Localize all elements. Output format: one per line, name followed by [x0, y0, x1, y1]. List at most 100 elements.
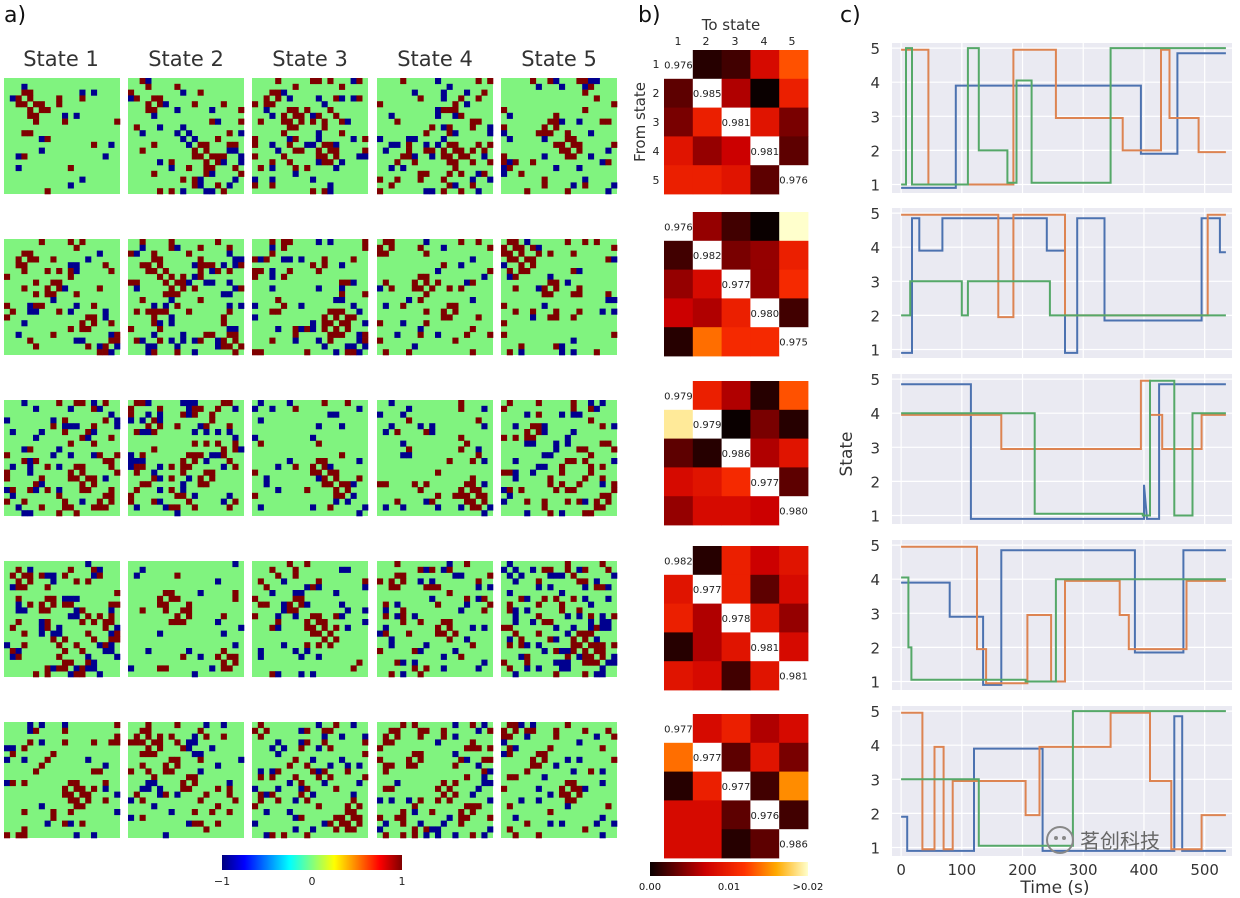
positive-connection-cell [157, 101, 164, 108]
positive-connection-cell [191, 101, 198, 108]
transition-cell [779, 381, 809, 411]
positive-connection-cell [541, 285, 548, 292]
positive-connection-cell [157, 308, 164, 315]
positive-connection-cell [209, 118, 216, 125]
positive-connection-cell [423, 481, 430, 488]
positive-connection-cell [518, 244, 525, 251]
positive-connection-cell [524, 256, 531, 263]
negative-connection-cell [252, 405, 259, 412]
positive-connection-cell [50, 331, 57, 338]
positive-connection-cell [292, 326, 299, 333]
positive-connection-cell [377, 648, 384, 655]
positive-connection-cell [33, 481, 40, 488]
y-tick-label: 2 [870, 805, 880, 823]
negative-connection-cell [339, 297, 346, 304]
positive-connection-cell [469, 487, 476, 494]
negative-connection-cell [157, 159, 164, 166]
transition-cell [779, 298, 809, 328]
negative-connection-cell [108, 331, 115, 338]
positive-connection-cell [151, 498, 158, 505]
positive-connection-cell [333, 636, 340, 643]
negative-connection-cell [350, 279, 357, 286]
negative-connection-cell [174, 791, 181, 798]
negative-connection-cell [15, 331, 22, 338]
transition-cell [692, 50, 722, 80]
positive-connection-cell [21, 630, 28, 637]
positive-connection-cell [394, 727, 401, 734]
positive-connection-cell [102, 797, 109, 804]
positive-connection-cell [524, 268, 531, 275]
positive-connection-cell [197, 797, 204, 804]
positive-connection-cell [79, 820, 86, 827]
negative-connection-cell [435, 739, 442, 746]
negative-connection-cell [377, 411, 384, 418]
positive-connection-cell [506, 165, 513, 172]
negative-connection-cell [530, 314, 537, 321]
negative-connection-cell [209, 745, 216, 752]
positive-connection-cell [197, 244, 204, 251]
positive-connection-cell [469, 118, 476, 125]
panel-c-ylabel: State [837, 432, 857, 477]
positive-connection-cell [85, 613, 92, 620]
transition-cell [750, 78, 780, 108]
positive-connection-cell [535, 400, 542, 407]
diagonal-cell [779, 327, 809, 357]
positive-connection-cell [541, 595, 548, 602]
transition-cell [721, 574, 751, 604]
panel-b-x-ticks: 1 2 3 4 5 [675, 35, 796, 48]
transition-cell [664, 165, 694, 195]
transition-cell [779, 240, 809, 270]
positive-connection-cell [350, 797, 357, 804]
positive-connection-cell [91, 314, 98, 321]
negative-connection-cell [506, 636, 513, 643]
panel-a-colorbar: −1 0 1 [214, 855, 406, 888]
positive-connection-cell [518, 636, 525, 643]
colorbar-a-tick-mid: 0 [309, 875, 316, 888]
positive-connection-cell [145, 727, 152, 734]
transition-cell [664, 107, 694, 137]
positive-connection-cell [191, 176, 198, 183]
positive-connection-cell [327, 141, 334, 148]
negative-connection-cell [576, 268, 583, 275]
y-tick-label: 1 [870, 839, 880, 857]
positive-connection-cell [232, 141, 239, 148]
positive-connection-cell [96, 768, 103, 775]
positive-connection-cell [50, 636, 57, 643]
positive-connection-cell [475, 452, 482, 459]
positive-connection-cell [611, 481, 618, 488]
negative-connection-cell [232, 326, 239, 333]
positive-connection-cell [315, 578, 322, 585]
positive-connection-cell [73, 803, 80, 810]
connectivity-matrix-r1-state3 [252, 78, 369, 195]
positive-connection-cell [157, 739, 164, 746]
positive-connection-cell [275, 297, 282, 304]
negative-connection-cell [73, 607, 80, 614]
positive-connection-cell [67, 165, 74, 172]
positive-connection-cell [446, 153, 453, 160]
positive-connection-cell [67, 326, 74, 333]
line-series3 [901, 379, 1226, 517]
positive-connection-cell [506, 601, 513, 608]
negative-connection-cell [91, 832, 98, 839]
negative-connection-cell [186, 475, 193, 482]
positive-connection-cell [541, 182, 548, 189]
positive-connection-cell [44, 268, 51, 275]
positive-connection-cell [530, 256, 537, 263]
negative-connection-cell [33, 434, 40, 441]
positive-connection-cell [157, 256, 164, 263]
negative-connection-cell [91, 452, 98, 459]
negative-connection-cell [220, 262, 227, 269]
negative-connection-cell [209, 107, 216, 114]
y-tick-label: 1 [870, 507, 880, 525]
positive-connection-cell [377, 745, 384, 752]
positive-connection-cell [475, 141, 482, 148]
positive-connection-cell [174, 595, 181, 602]
negative-connection-cell [553, 636, 560, 643]
negative-connection-cell [452, 733, 459, 740]
positive-connection-cell [524, 434, 531, 441]
positive-connection-cell [85, 659, 92, 666]
positive-connection-cell [423, 665, 430, 672]
positive-connection-cell [27, 130, 34, 137]
positive-connection-cell [310, 78, 317, 85]
negative-connection-cell [197, 176, 204, 183]
